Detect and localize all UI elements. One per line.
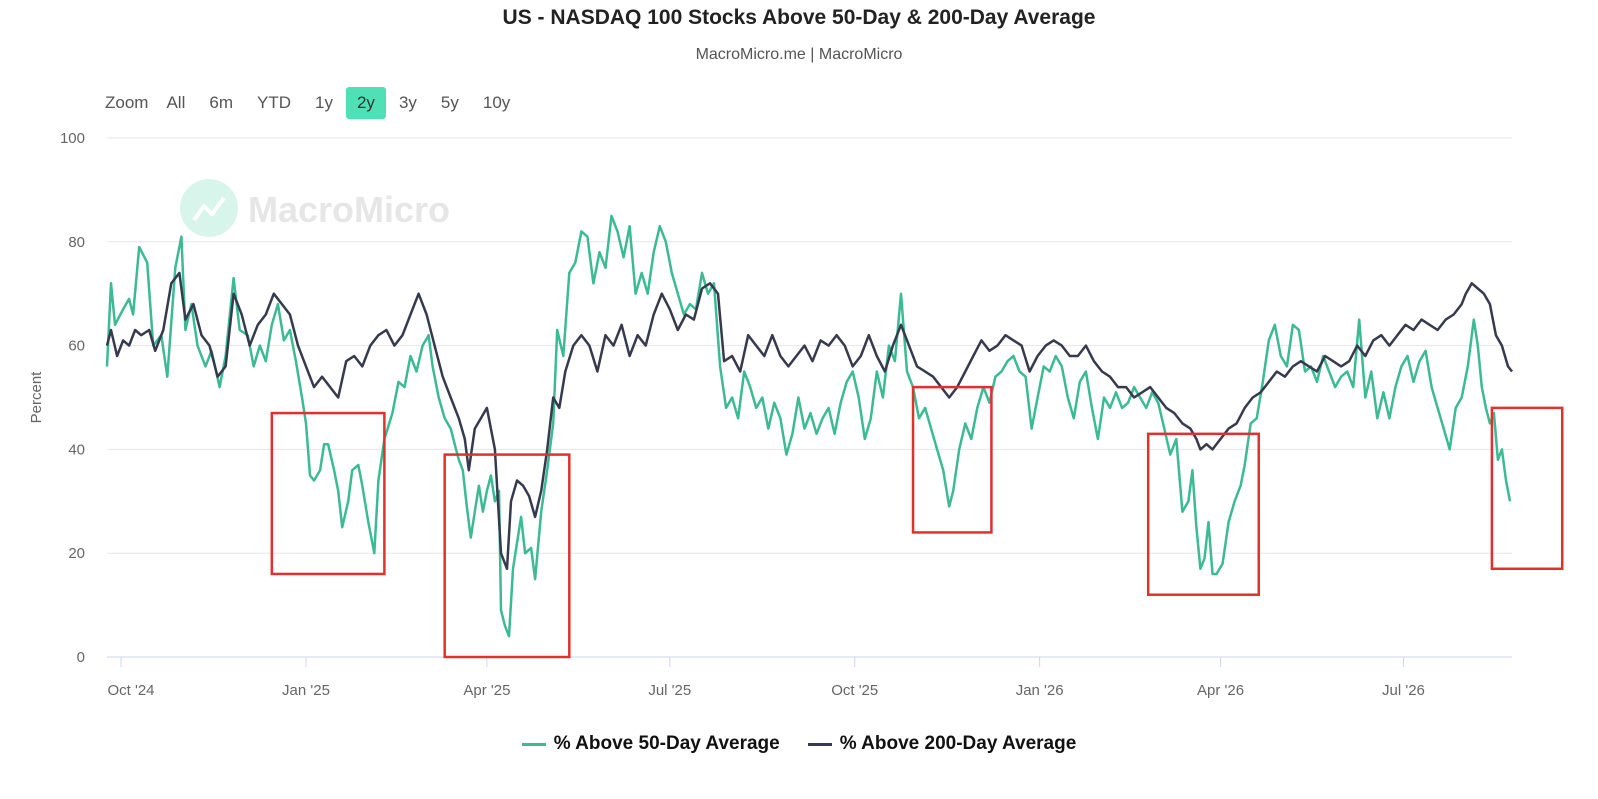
series-line-50day[interactable] xyxy=(105,214,1512,638)
chart-logo-icon xyxy=(180,179,238,237)
x-tick-label: Jul '26 xyxy=(1382,682,1425,699)
chart-logo-icon-line xyxy=(192,196,226,222)
zoom-button-3y[interactable]: 3y xyxy=(398,93,417,112)
x-tick-label: Oct '24 xyxy=(107,682,154,699)
highlight-box xyxy=(1146,432,1260,596)
zoom-bar: Zoom All 6m YTD 1y 2y 3y 5y 10y xyxy=(98,86,523,120)
y-tick-label: 20 xyxy=(68,545,85,562)
y-axis-label: Percent xyxy=(28,371,45,424)
zoom-button-5y[interactable]: 5y xyxy=(440,93,459,112)
legend: % Above 50-Day Average % Above 200-Day A… xyxy=(0,733,1598,755)
legend-swatch-200day xyxy=(807,742,832,746)
y-tick-label: 80 xyxy=(68,234,85,251)
series-line-200day[interactable] xyxy=(105,271,1513,571)
legend-swatch-50day xyxy=(521,742,546,746)
highlight-box xyxy=(270,411,386,576)
zoom-button-all[interactable]: All xyxy=(166,93,186,112)
zoom-button-10y[interactable]: 10y xyxy=(482,93,511,112)
watermark: MacroMicro xyxy=(180,179,450,237)
highlight-box xyxy=(443,453,571,659)
y-tick-label: 100 xyxy=(60,130,85,147)
zoom-button-6m[interactable]: 6m xyxy=(209,93,233,112)
zoom-button-2y[interactable]: 2y xyxy=(345,87,386,119)
x-tick-label: Oct '25 xyxy=(831,682,878,699)
legend-label-50day: % Above 50-Day Average xyxy=(553,733,780,754)
x-tick-label: Jan '25 xyxy=(282,682,330,699)
watermark-text: MacroMicro xyxy=(248,189,450,230)
legend-label-200day: % Above 200-Day Average xyxy=(839,733,1077,754)
legend-item-200day[interactable]: % Above 200-Day Average xyxy=(807,733,1077,755)
legend-item-50day[interactable]: % Above 50-Day Average xyxy=(521,733,780,755)
y-tick-label: 40 xyxy=(68,441,85,458)
x-tick-label: Apr '25 xyxy=(463,682,510,699)
y-tick-label: 0 xyxy=(77,649,85,666)
y-tick-label: 60 xyxy=(68,338,85,355)
zoom-label: Zoom xyxy=(105,93,149,112)
chart-subtitle: MacroMicro.me | MacroMicro xyxy=(695,46,903,63)
zoom-button-ytd[interactable]: YTD xyxy=(257,93,291,112)
x-tick-label: Apr '26 xyxy=(1197,682,1244,699)
highlight-box xyxy=(1490,406,1564,571)
highlight-box xyxy=(911,385,993,534)
x-tick-label: Jul '25 xyxy=(648,682,691,699)
chart-title: US - NASDAQ 100 Stocks Above 50-Day & 20… xyxy=(502,6,1096,29)
zoom-button-1y[interactable]: 1y xyxy=(315,93,333,112)
x-tick-label: Jan '26 xyxy=(1016,682,1064,699)
